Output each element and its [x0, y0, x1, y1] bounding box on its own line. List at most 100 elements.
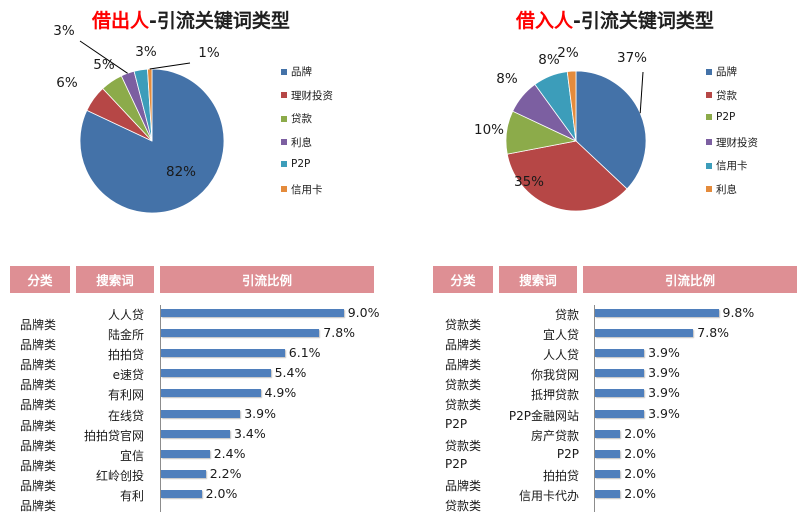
pie-slice-label: 2%: [557, 45, 579, 61]
bar: [161, 449, 210, 458]
row-keyword: 房产贷款: [530, 428, 579, 443]
bar: [595, 329, 694, 338]
legend-swatch: [706, 186, 712, 192]
legend-label: 品牌: [716, 66, 737, 78]
row-keyword: 红岭创投: [95, 468, 144, 483]
legend-label: 信用卡: [291, 183, 323, 196]
row-keyword: 人人贷: [107, 308, 144, 322]
row-category: P2P: [445, 416, 468, 431]
borrower-header-ratio: 引流比例: [583, 266, 797, 293]
pie-slice-label: 1%: [198, 45, 220, 61]
row-category: P2P: [445, 456, 468, 471]
bar-value-label: 2.0%: [624, 485, 656, 501]
header-ratio-label: 引流比例: [664, 273, 715, 288]
row-category: 品牌类: [20, 358, 57, 373]
row-category: 品牌类: [20, 458, 57, 473]
pie-slice-label: 37%: [617, 50, 647, 66]
legend-swatch: [706, 114, 712, 120]
legend-swatch: [281, 161, 287, 167]
row-keyword: 你我贷网: [530, 368, 579, 383]
bar-value-label: 4.9%: [264, 385, 297, 401]
legend-item: 贷款: [706, 88, 737, 103]
header-ratio-label: 引流比例: [241, 273, 292, 288]
bar: [595, 369, 645, 378]
legend-swatch: [281, 139, 287, 145]
borrower-header-category: 分类: [433, 266, 493, 293]
pie-leader-line-3: [79, 40, 128, 74]
bar-value-label: 3.9%: [648, 405, 680, 421]
legend-swatch: [281, 115, 287, 122]
legend-item: 品牌: [706, 64, 737, 79]
row-keyword: 拍拍贷: [542, 468, 579, 483]
pie-slice-label: 5%: [93, 57, 115, 73]
legend-swatch: [281, 68, 287, 75]
pie-slice-label: 8%: [496, 71, 518, 87]
bar-value-label: 3.4%: [234, 425, 266, 441]
row-category: 贷款类: [445, 438, 482, 453]
right-title-highlight: 借入人: [516, 10, 574, 32]
row-category: 品牌类: [445, 358, 482, 373]
bar-value-label: 6.1%: [288, 345, 321, 361]
bar: [161, 409, 241, 418]
row-keyword: 信用卡代办: [518, 488, 579, 503]
bar-value-label: 9.0%: [347, 305, 380, 320]
bar-value-label: 3.9%: [648, 385, 680, 401]
row-category: 品牌类: [20, 418, 57, 433]
borrower-pie-chart: 37%35%10%8%8%2%: [474, 45, 647, 212]
bar-value-label: 2.0%: [624, 425, 656, 441]
bar: [161, 469, 206, 478]
legend-item: 贷款: [281, 111, 312, 126]
bar-axis: [594, 305, 595, 512]
row-keyword: 有利: [119, 488, 144, 503]
legend-label: 品牌: [291, 66, 312, 78]
legend-label: 利息: [716, 183, 737, 196]
bar-value-label: 7.8%: [323, 325, 356, 341]
borrower-header-keyword: 搜索词: [499, 266, 577, 293]
row-keyword: 抵押贷款: [530, 388, 579, 403]
legend-label: 贷款: [716, 89, 737, 102]
row-category: 品牌类: [20, 438, 57, 453]
bar: [161, 389, 261, 398]
bar-value-label: 3.9%: [648, 365, 680, 381]
legend-item: 理财投资: [281, 88, 333, 103]
legend-label: 信用卡: [716, 160, 748, 172]
pie-leader-line-0: [639, 71, 644, 114]
legend-label: 利息: [291, 136, 312, 149]
pie-slice-label: 3%: [53, 23, 75, 39]
pie-slice-label: 82%: [166, 164, 196, 180]
row-category: 贷款类: [445, 498, 482, 513]
row-category: 品牌类: [445, 338, 482, 353]
row-category: 品牌类: [20, 498, 57, 513]
header-keyword-label: 搜索词: [519, 273, 557, 288]
row-keyword: 贷款: [554, 308, 579, 322]
row-category: 品牌类: [20, 318, 57, 332]
legend-swatch: [706, 139, 712, 145]
bar: [595, 489, 621, 498]
legend-item: 利息: [281, 135, 312, 150]
lender-header-ratio: 引流比例: [160, 266, 374, 293]
bar: [595, 349, 645, 358]
pie-slice-label: 8%: [538, 52, 560, 68]
row-category: 品牌类: [20, 338, 57, 353]
bar: [161, 309, 344, 317]
bar: [595, 389, 645, 398]
row-category: 贷款类: [445, 318, 482, 332]
pie-slice-label: 35%: [514, 174, 544, 190]
bar: [595, 449, 621, 458]
legend-item: P2P: [281, 158, 310, 170]
bar: [595, 309, 719, 317]
bar: [161, 429, 230, 438]
right-chart-title: 借入人-引流关键词类型: [516, 6, 714, 33]
row-keyword: P2P: [556, 446, 579, 461]
bar-value-label: 3.9%: [244, 405, 276, 421]
bar-value-label: 2.4%: [213, 445, 246, 461]
legend-item: P2P: [706, 111, 735, 123]
legend-swatch: [706, 68, 712, 75]
left-title-highlight: 借出人: [92, 10, 150, 32]
bar-value-label: 2.0%: [624, 465, 656, 481]
row-category: 贷款类: [445, 398, 482, 413]
row-keyword: e速贷: [112, 368, 144, 383]
row-keyword: 宜信: [119, 448, 144, 463]
legend-item: 信用卡: [281, 182, 323, 197]
bar-value-label: 2.2%: [209, 465, 242, 481]
